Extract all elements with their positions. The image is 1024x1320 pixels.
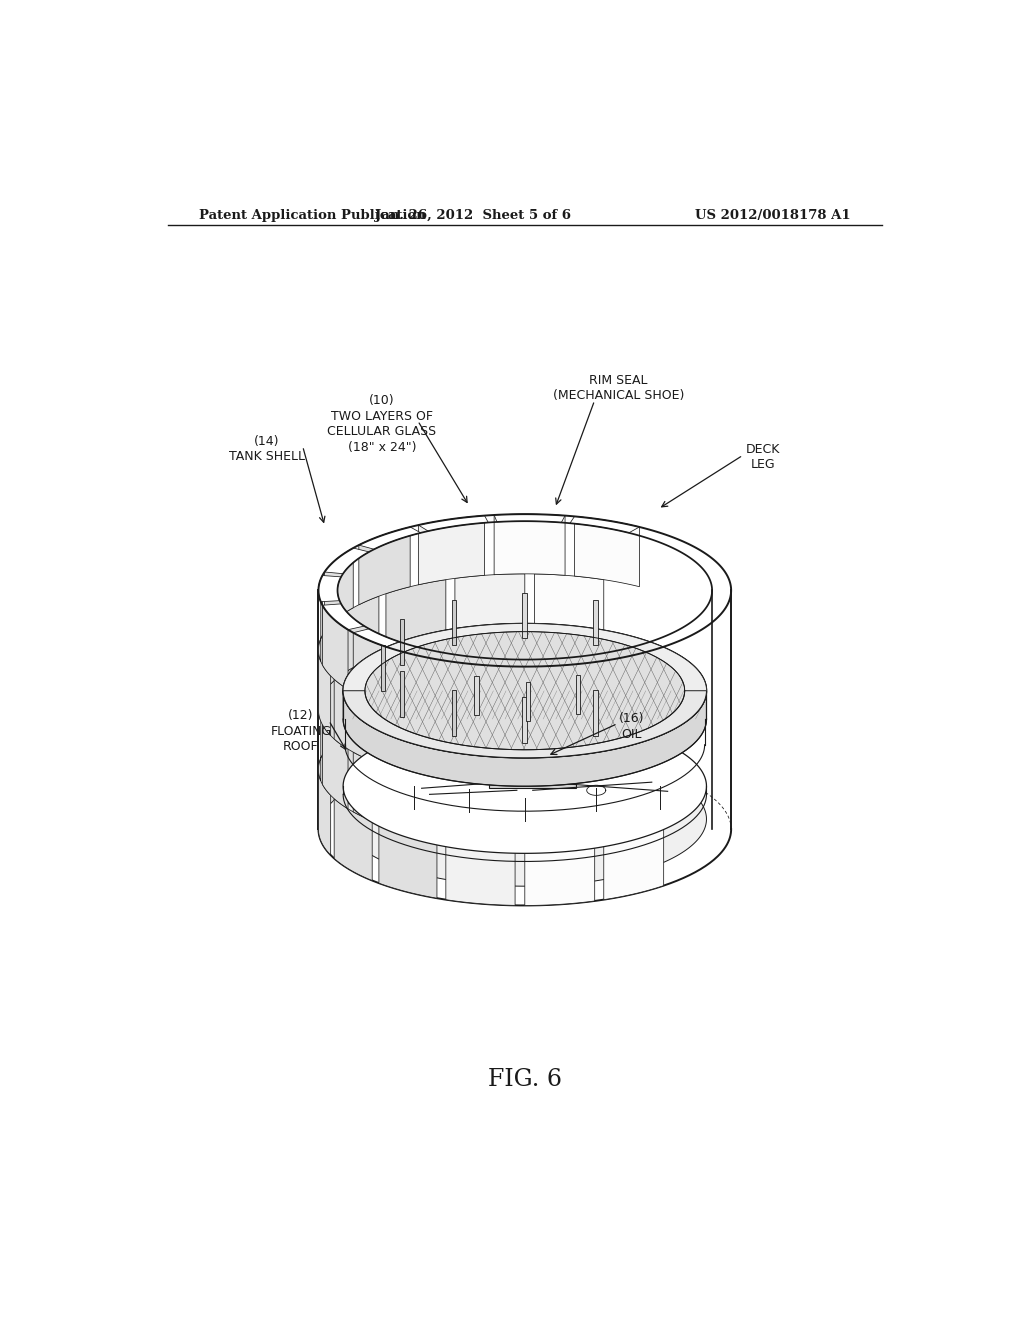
Bar [452, 599, 457, 645]
Polygon shape [484, 665, 555, 726]
Polygon shape [535, 693, 604, 759]
Polygon shape [343, 690, 707, 758]
Polygon shape [495, 634, 565, 694]
Polygon shape [358, 647, 411, 725]
Bar [399, 671, 404, 717]
Polygon shape [411, 774, 475, 843]
Polygon shape [565, 775, 631, 845]
Polygon shape [318, 576, 323, 661]
Bar [522, 593, 527, 639]
Text: Patent Application Publication: Patent Application Publication [200, 209, 426, 222]
Polygon shape [574, 516, 639, 586]
Polygon shape [524, 722, 595, 785]
Polygon shape [338, 715, 379, 797]
Polygon shape [411, 648, 479, 664]
Polygon shape [334, 799, 372, 880]
Polygon shape [484, 659, 555, 667]
Polygon shape [343, 623, 707, 758]
Polygon shape [495, 515, 565, 523]
Polygon shape [318, 770, 331, 855]
Polygon shape [323, 606, 348, 689]
Polygon shape [604, 826, 664, 900]
Polygon shape [455, 693, 524, 758]
Polygon shape [604, 706, 664, 780]
Polygon shape [419, 516, 484, 585]
Polygon shape [323, 725, 348, 809]
Polygon shape [524, 841, 595, 906]
Bar [593, 599, 598, 645]
Bar [399, 619, 404, 664]
Polygon shape [343, 690, 707, 787]
Polygon shape [325, 548, 353, 632]
Polygon shape [419, 516, 488, 531]
Text: FIG. 6: FIG. 6 [487, 1068, 562, 1090]
Bar [474, 676, 479, 715]
Polygon shape [325, 548, 369, 574]
Polygon shape [455, 574, 524, 638]
Polygon shape [338, 597, 379, 677]
Polygon shape [561, 649, 631, 665]
Polygon shape [535, 574, 604, 639]
Polygon shape [565, 656, 631, 725]
Polygon shape [343, 719, 707, 853]
Polygon shape [323, 603, 365, 630]
Polygon shape [574, 636, 639, 706]
Polygon shape [419, 635, 484, 704]
Text: DECK
LEG: DECK LEG [745, 444, 780, 471]
Polygon shape [484, 784, 555, 846]
Polygon shape [318, 620, 334, 706]
Polygon shape [570, 516, 639, 533]
Polygon shape [358, 527, 411, 605]
Polygon shape [343, 752, 707, 886]
Polygon shape [334, 680, 372, 762]
Polygon shape [318, 576, 341, 602]
Text: Jan. 26, 2012  Sheet 5 of 6: Jan. 26, 2012 Sheet 5 of 6 [375, 209, 571, 222]
Polygon shape [358, 527, 421, 549]
Polygon shape [495, 515, 565, 576]
Text: (14)
TANK SHELL: (14) TANK SHELL [229, 434, 305, 463]
Text: (16)
OIL: (16) OIL [620, 713, 645, 741]
Polygon shape [325, 668, 353, 751]
Polygon shape [489, 776, 577, 788]
Bar [452, 690, 457, 737]
Polygon shape [353, 632, 402, 711]
Polygon shape [318, 694, 323, 781]
Polygon shape [379, 704, 437, 779]
Bar [381, 645, 385, 690]
Text: RIM SEAL
(MECHANICAL SHOE): RIM SEAL (MECHANICAL SHOE) [553, 374, 684, 403]
Polygon shape [353, 628, 414, 652]
Polygon shape [386, 579, 445, 653]
Polygon shape [379, 824, 437, 898]
Text: US 2012/0018178 A1: US 2012/0018178 A1 [694, 209, 850, 222]
Text: (12)
FLOATING
ROOF: (12) FLOATING ROOF [270, 709, 332, 754]
Polygon shape [445, 840, 515, 906]
Polygon shape [343, 623, 707, 690]
Polygon shape [318, 741, 334, 825]
Text: (10)
TWO LAYERS OF
CELLULAR GLASS
(18" x 24"): (10) TWO LAYERS OF CELLULAR GLASS (18" x… [328, 395, 436, 454]
Polygon shape [318, 649, 331, 735]
Polygon shape [353, 752, 402, 830]
Bar [575, 675, 581, 714]
Polygon shape [411, 653, 475, 725]
Bar [525, 682, 530, 721]
Polygon shape [445, 721, 515, 785]
Polygon shape [386, 700, 445, 772]
Bar [522, 697, 527, 743]
Bar [593, 690, 598, 737]
